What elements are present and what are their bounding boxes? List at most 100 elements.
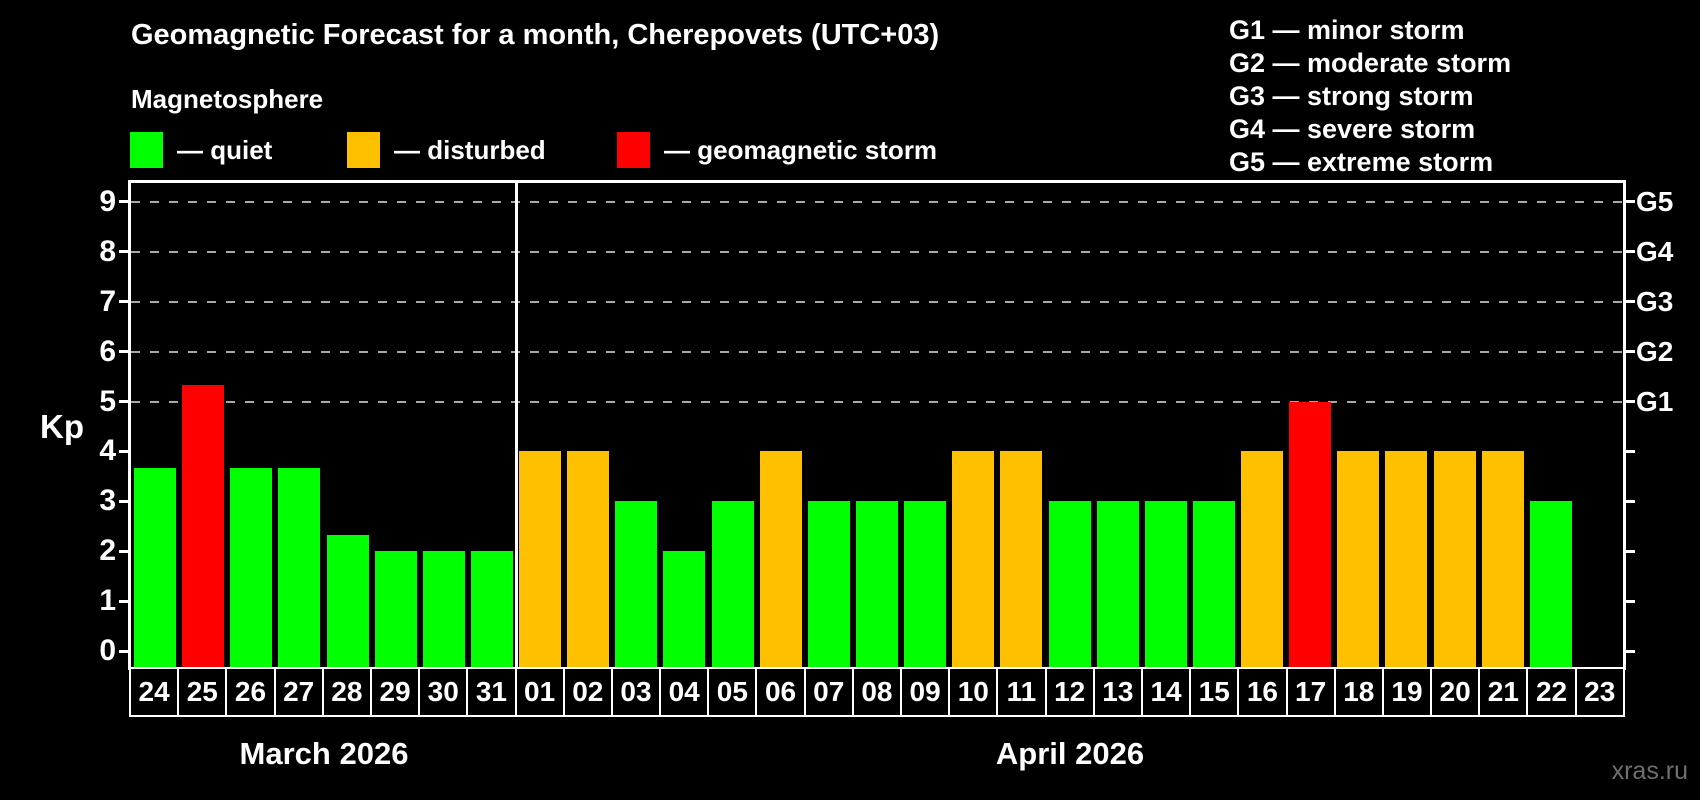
kp-bar-03: [615, 501, 658, 667]
kp-bar-10: [952, 451, 995, 667]
y-axis-tick-left-7: [119, 300, 131, 304]
kp-bar-26: [230, 467, 273, 667]
legend-item-quiet: — quiet: [130, 131, 272, 169]
g-scale-legend-row-g4: G4 — severe storm: [1229, 114, 1476, 144]
y-axis-tick-left-5: [119, 400, 131, 403]
date-cell-09: 09: [900, 669, 949, 715]
kp-bar-27: [278, 467, 321, 667]
gridline-kp-9: [131, 200, 1623, 203]
date-cell-14: 14: [1140, 669, 1190, 715]
storm-swatch-icon: [617, 132, 650, 168]
y-axis-title: Kp: [40, 408, 84, 445]
kp-bar-05: [711, 501, 754, 667]
date-cell-04: 04: [659, 669, 708, 715]
kp-bar-17: [1289, 401, 1332, 667]
kp-bar-01: [519, 451, 562, 667]
date-cell-18: 18: [1333, 669, 1382, 715]
chart-title: Geomagnetic Forecast for a month, Cherep…: [131, 19, 940, 51]
month-label-april: April 2026: [995, 736, 1145, 771]
gridline-kp-6: [131, 350, 1623, 353]
y-axis-tick-right-4: [1623, 449, 1635, 453]
kp-bar-12: [1048, 501, 1091, 667]
g-axis-label-g2: G2: [1636, 335, 1674, 367]
legend-item-disturbed: — disturbed: [347, 131, 546, 169]
gridline-kp-5: [131, 400, 1623, 403]
kp-bar-19: [1385, 451, 1428, 667]
date-cell-31: 31: [466, 669, 515, 715]
kp-bar-13: [1096, 501, 1139, 667]
date-cell-01: 01: [514, 669, 563, 715]
y-axis-label-3: 3: [99, 484, 116, 518]
date-cell-11: 11: [996, 669, 1045, 715]
date-cell-06: 06: [755, 669, 804, 715]
date-cell-25: 25: [177, 669, 226, 715]
x-axis-date-row: 24 25 26 27 28 29 30 31 01 02 03 04 05 06 07 08 09 10 11 12…: [129, 667, 1625, 717]
date-cell-23: 23: [1574, 669, 1623, 715]
kp-bar-09: [904, 501, 947, 667]
y-axis-tick-left-4: [119, 449, 131, 453]
kp-bar-04: [663, 551, 706, 667]
date-cell-22: 22: [1526, 669, 1575, 715]
y-axis-tick-right-1: [1623, 599, 1635, 603]
g-scale-legend: G1 — minor storm G2 — moderate storm G3 …: [1229, 14, 1511, 179]
date-cell-03: 03: [610, 669, 660, 715]
y-axis-tick-left-0: [119, 649, 131, 653]
y-axis-tick-right-0: [1623, 649, 1635, 653]
kp-bar-20: [1433, 451, 1476, 667]
y-axis-tick-right-2: [1623, 549, 1635, 553]
g-axis-label-g4: G4: [1636, 235, 1674, 267]
y-axis-tick-left-3: [119, 499, 131, 503]
legend-label-quiet: — quiet: [177, 134, 273, 165]
kp-bar-06: [759, 451, 802, 667]
chart-subtitle: Magnetosphere: [131, 84, 324, 114]
g-axis-label-g5: G5: [1636, 185, 1674, 217]
date-cell-20: 20: [1430, 669, 1479, 715]
kp-bar-21: [1481, 451, 1524, 667]
kp-bar-31: [470, 551, 513, 667]
legend-label-storm: — geomagnetic storm: [664, 134, 938, 165]
kp-bar-29: [374, 551, 417, 667]
date-cell-07: 07: [803, 669, 852, 715]
y-axis-label-6: 6: [99, 334, 116, 368]
month-divider-line: [514, 183, 518, 667]
g-scale-legend-row-g2: G2 — moderate storm: [1229, 48, 1512, 78]
g-scale-legend-row-g1: G1 — minor storm: [1229, 15, 1465, 45]
legend-item-storm: — geomagnetic storm: [617, 131, 937, 169]
kp-bar-14: [1144, 501, 1187, 667]
date-cell-13: 13: [1092, 669, 1141, 715]
date-cell-16: 16: [1237, 669, 1286, 715]
gridline-kp-7: [131, 300, 1623, 303]
g-axis-label-g3: G3: [1636, 285, 1674, 317]
y-axis-label-1: 1: [99, 584, 116, 618]
y-axis-tick-right-7: [1623, 300, 1635, 304]
y-axis-label-5: 5: [99, 384, 116, 418]
y-axis-label-8: 8: [99, 234, 116, 268]
g-axis-label-g1: G1: [1636, 385, 1674, 417]
g-scale-legend-row-g3: G3 — strong storm: [1229, 81, 1474, 111]
y-axis-tick-right-5: [1623, 400, 1635, 403]
y-axis-tick-left-8: [119, 250, 131, 254]
y-axis-label-7: 7: [99, 284, 116, 318]
date-cell-08: 08: [851, 669, 900, 715]
kp-bar-25: [182, 385, 225, 667]
disturbed-swatch-icon: [347, 132, 380, 168]
y-axis-label-4: 4: [99, 434, 116, 468]
kp-bar-15: [1192, 501, 1235, 667]
date-cell-27: 27: [273, 669, 322, 715]
date-cell-30: 30: [418, 669, 467, 715]
y-axis-tick-left-1: [119, 599, 131, 603]
date-cell-19: 19: [1381, 669, 1431, 715]
y-axis-tick-right-9: [1623, 200, 1635, 204]
watermark: xras.ru: [1611, 757, 1688, 785]
kp-bar-22: [1529, 501, 1572, 667]
y-axis-tick-right-6: [1623, 350, 1635, 354]
date-cell-02: 02: [562, 669, 611, 715]
date-cell-17: 17: [1285, 669, 1334, 715]
date-cell-29: 29: [369, 669, 419, 715]
kp-bar-08: [856, 501, 898, 667]
y-axis-label-0: 0: [99, 634, 116, 667]
kp-bar-11: [1000, 451, 1043, 667]
plot-area: [128, 180, 1626, 670]
y-axis-tick-left-2: [119, 549, 131, 553]
